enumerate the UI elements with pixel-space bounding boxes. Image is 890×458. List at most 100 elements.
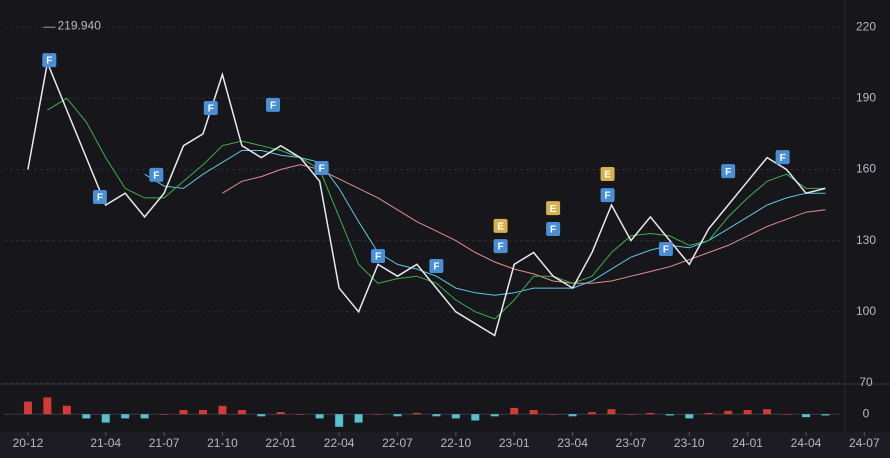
x-tick-label: 24-01 (732, 436, 763, 450)
macd-bar (354, 414, 363, 423)
event-badge-text: F (97, 193, 103, 204)
macd-bar (743, 410, 752, 415)
price-line (144, 150, 826, 296)
event-badge-box (149, 167, 164, 182)
event-badge: F (92, 189, 107, 204)
event-badge-box (371, 249, 386, 264)
event-badge-box (203, 100, 218, 115)
macd-bar (821, 414, 830, 416)
event-badge-box (775, 150, 790, 165)
event-badge-text: E (550, 204, 557, 215)
macd-bar (374, 414, 383, 415)
event-badge-text: F (208, 104, 214, 115)
macd-bar (237, 410, 246, 415)
event-badge: E (546, 201, 561, 216)
x-tick-label: 22-07 (382, 436, 413, 450)
macd-bar (763, 409, 772, 415)
event-badge: E (600, 166, 615, 181)
x-tick-label: 22-01 (265, 436, 296, 450)
event-badge-text: F (498, 242, 504, 253)
macd-bar (160, 414, 169, 415)
event-badge-box (493, 218, 508, 233)
macd-bar (529, 410, 538, 415)
event-badge-box (600, 188, 615, 203)
price-line (27, 60, 826, 337)
macd-bar (588, 412, 597, 415)
event-badge-text: E (604, 170, 611, 181)
event-badge-box (42, 53, 57, 68)
event-badge-box (546, 222, 561, 237)
y-tick-label: 100 (856, 304, 876, 318)
max-label: 219.940 (57, 18, 101, 32)
x-tick-label: 22-10 (440, 436, 471, 450)
event-badge-text: F (319, 164, 325, 175)
macd-bar (23, 401, 32, 415)
event-badge-box (429, 259, 444, 274)
macd-bar (82, 414, 91, 419)
event-badge-text: F (663, 245, 669, 256)
y-tick-label: 70 (859, 375, 873, 389)
macd-bar (568, 414, 577, 417)
macd-bar (626, 414, 635, 415)
x-tick-label: 21-07 (149, 436, 180, 450)
event-badge-box (266, 97, 281, 112)
event-badge-text: F (550, 225, 556, 236)
macd-bar (140, 414, 149, 419)
event-badge-text: E (497, 222, 504, 233)
y-tick-label: 190 (856, 90, 876, 104)
x-tick-label: 23-01 (499, 436, 530, 450)
x-tick-label: 21-04 (90, 436, 121, 450)
event-badge: F (149, 167, 164, 182)
x-tick-label: 24-07 (849, 436, 880, 450)
macd-bar (43, 397, 52, 415)
x-tick-label: 22-04 (324, 436, 355, 450)
macd-bar (315, 414, 324, 419)
event-badge-box (92, 189, 107, 204)
macd-bar (704, 412, 713, 415)
event-badge-text: F (725, 167, 731, 178)
event-badge-text: F (780, 153, 786, 164)
x-tick-label: 23-04 (557, 436, 588, 450)
event-badge-text: F (433, 262, 439, 273)
macd-bar (101, 414, 110, 423)
event-badge: F (658, 241, 673, 256)
event-badge: F (600, 188, 615, 203)
macd-bar (296, 414, 305, 415)
macd-bar (218, 405, 227, 415)
macd-bar (179, 410, 188, 415)
macd-bar (451, 414, 460, 419)
macd-bar (257, 414, 266, 417)
event-badge-box (658, 241, 673, 256)
event-badge: F (42, 53, 57, 68)
event-badge: F (203, 100, 218, 115)
macd-bar (412, 412, 421, 415)
event-badge: F (314, 161, 329, 176)
event-badge-text: F (153, 171, 159, 182)
x-tick-label: 23-07 (616, 436, 647, 450)
macd-bar (549, 414, 558, 415)
event-badge: F (775, 150, 790, 165)
macd-bar (510, 407, 519, 415)
event-badge: F (721, 164, 736, 179)
event-badge-text: F (46, 56, 52, 67)
event-badge-box (546, 201, 561, 216)
macd-bar (62, 405, 71, 415)
macd-bar (685, 414, 694, 419)
time-axis-band (0, 432, 890, 458)
event-badge-box (493, 239, 508, 254)
event-badge-text: F (375, 252, 381, 263)
macd-bar (782, 414, 791, 415)
event-badge-text: F (270, 101, 276, 112)
macd-bar (335, 414, 344, 427)
macd-bar (471, 414, 480, 421)
macd-tick-label: 0 (863, 406, 870, 420)
price-line (47, 97, 826, 320)
y-tick-label: 130 (856, 233, 876, 247)
event-badge: F (493, 239, 508, 254)
event-badge: F (429, 259, 444, 274)
y-tick-label: 160 (856, 162, 876, 176)
macd-bar (490, 414, 499, 417)
event-badge-box (600, 166, 615, 181)
